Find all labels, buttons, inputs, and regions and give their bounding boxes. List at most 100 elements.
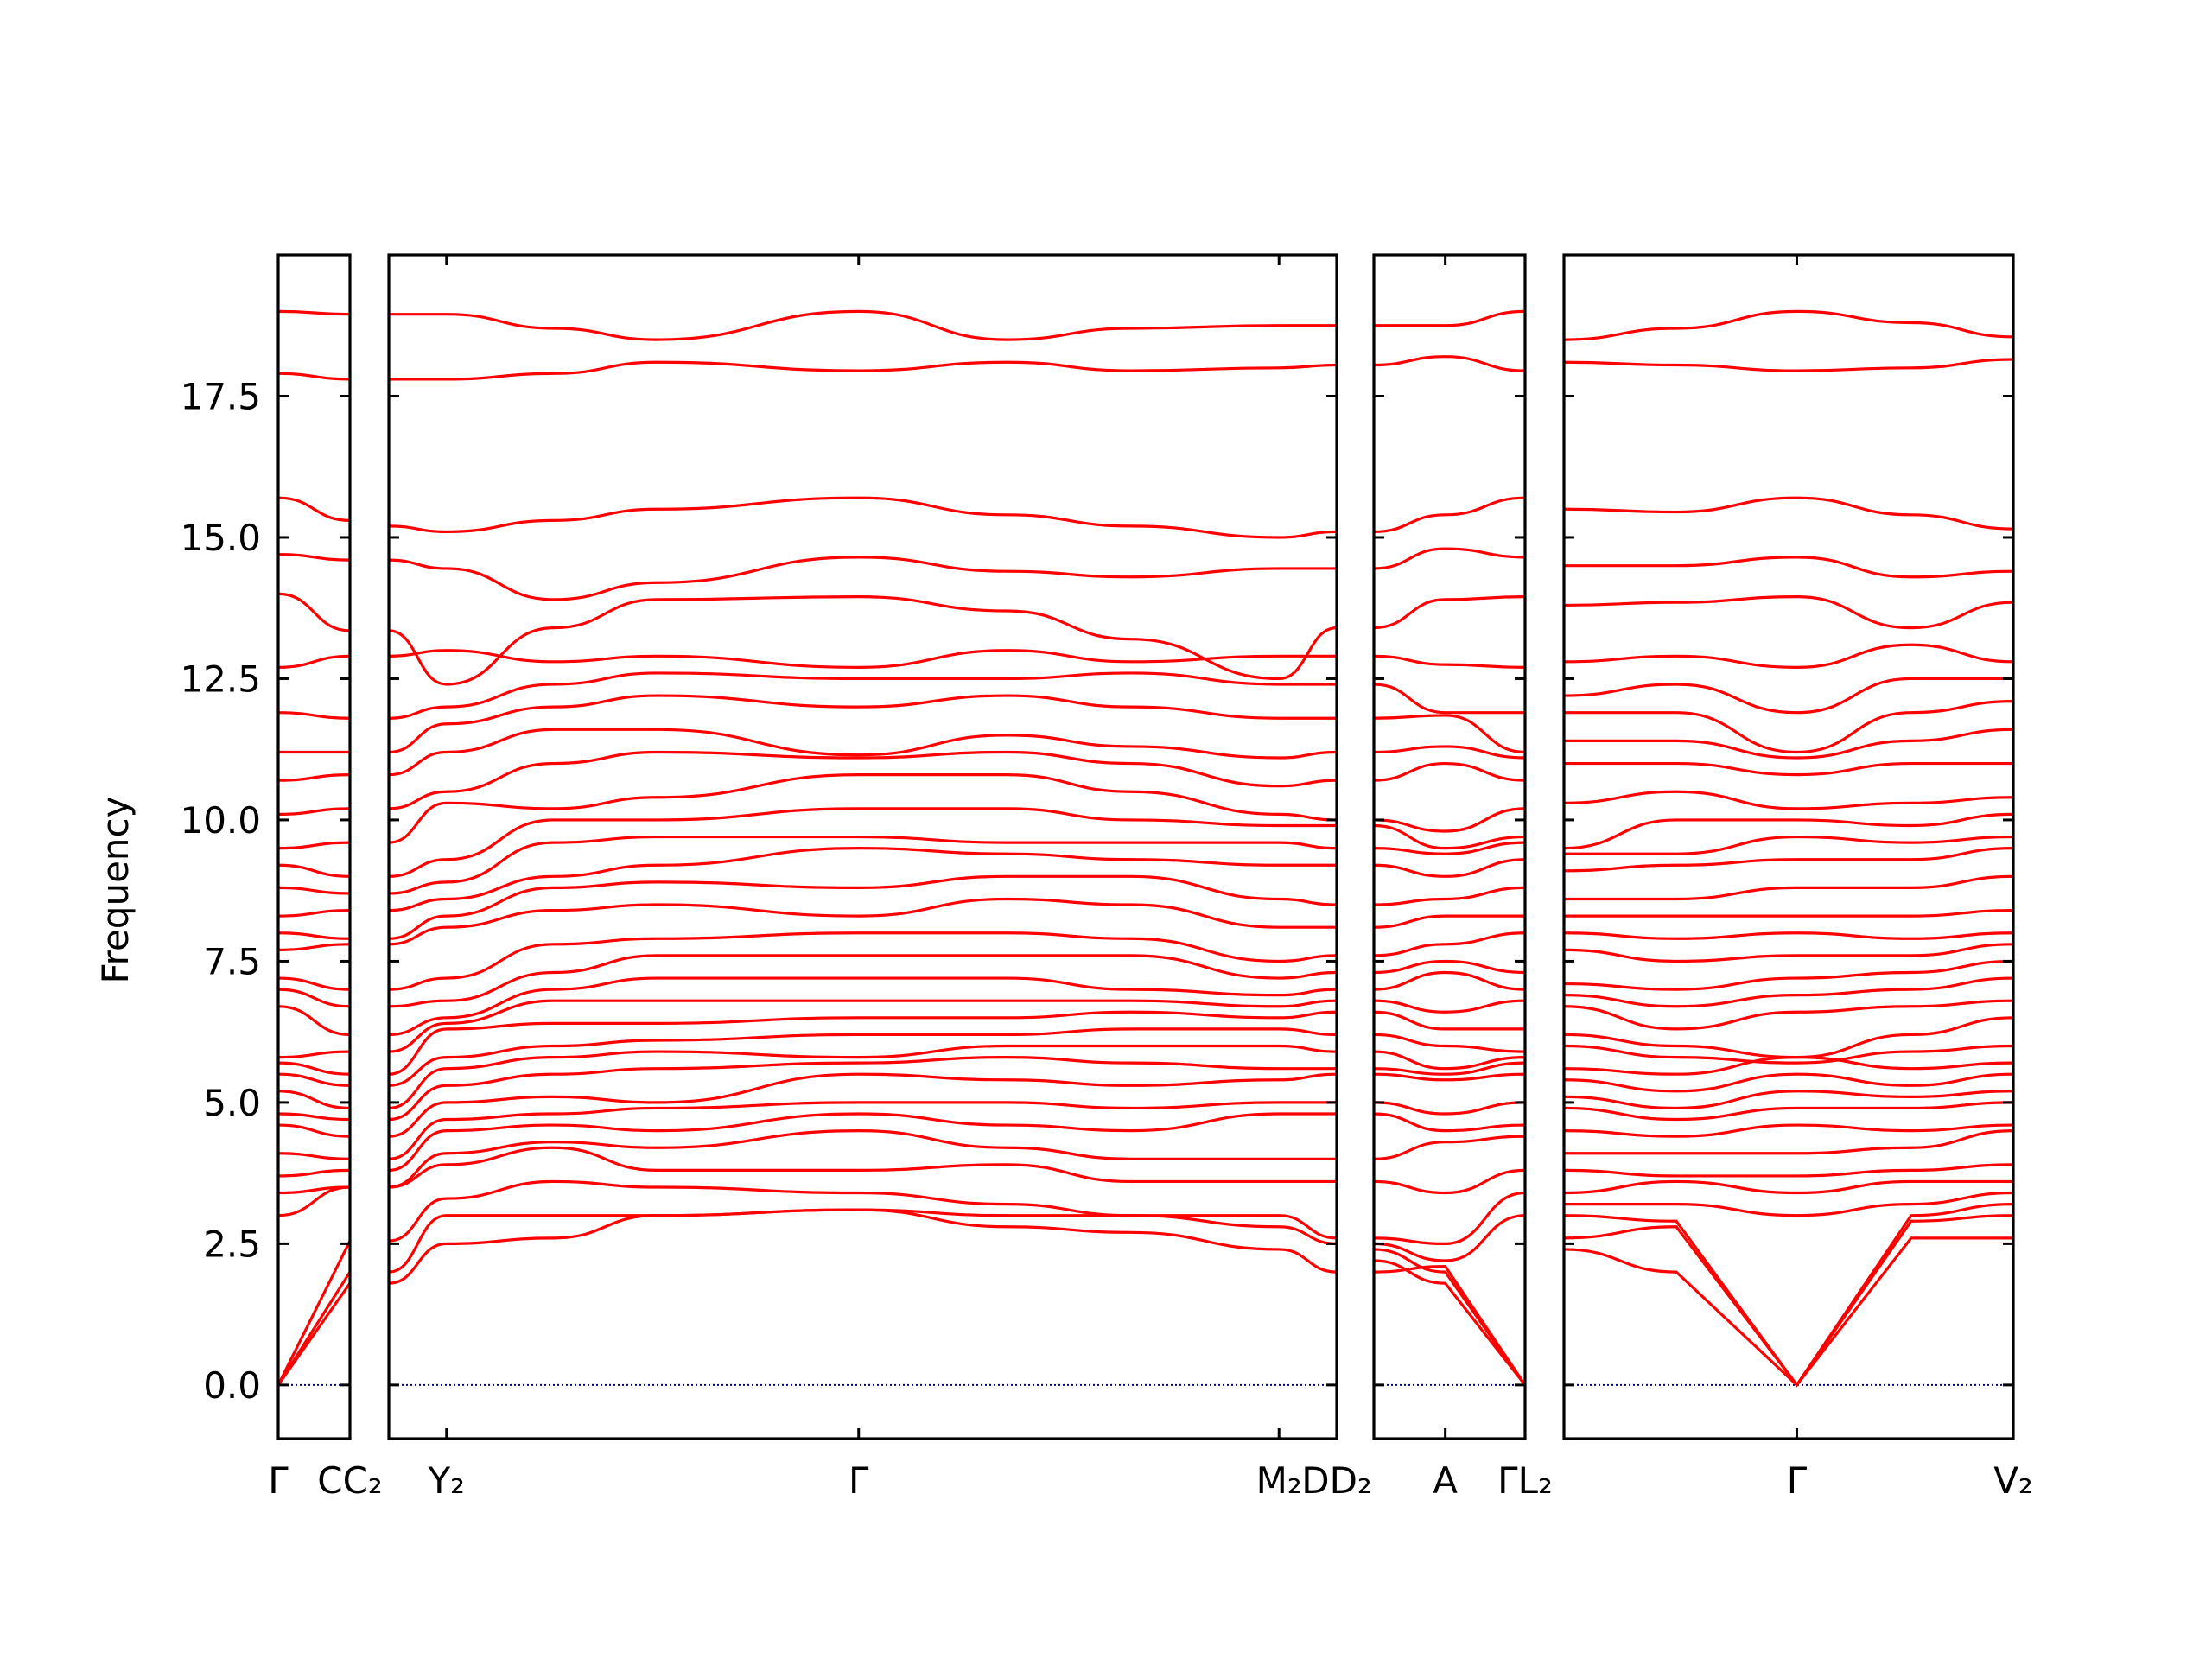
x-path-label: Γ xyxy=(1787,1459,1808,1502)
band-line-4 xyxy=(1564,595,2013,630)
x-path-label: V₂ xyxy=(1993,1459,2033,1502)
band-line-13 xyxy=(1564,847,2013,873)
x-path-label: DD₂ xyxy=(1301,1459,1372,1502)
band-line-27 xyxy=(1374,1135,1525,1160)
band-line-7 xyxy=(1564,700,2013,754)
x-path-label: Γ xyxy=(849,1459,869,1502)
band-line-26 xyxy=(1374,1112,1525,1133)
band-line-16 xyxy=(1374,931,1525,957)
band-line-19 xyxy=(1564,976,2013,1008)
band-line-34 xyxy=(1564,1236,2013,1388)
band-line-30 xyxy=(1564,1179,2013,1195)
band-line-6 xyxy=(1374,683,1525,715)
band-line-20 xyxy=(389,1010,1337,1076)
band-line-25 xyxy=(1374,1101,1525,1116)
band-line-15 xyxy=(1374,914,1525,929)
band-line-31 xyxy=(1564,1191,2013,1217)
band-line-15 xyxy=(278,943,350,951)
band-line-10 xyxy=(278,841,350,850)
band-line-21 xyxy=(389,1027,1337,1087)
chart-panels xyxy=(276,253,2015,1440)
band-line-25 xyxy=(389,1101,1337,1160)
y-tick-label: 7.5 xyxy=(203,940,261,982)
y-tick-label: 0.0 xyxy=(203,1364,261,1407)
band-line-0 xyxy=(1374,309,1525,327)
band-line-19 xyxy=(278,1050,350,1059)
band-line-31 xyxy=(278,1282,350,1386)
band-line-22 xyxy=(389,1044,1337,1110)
band-line-6 xyxy=(389,671,1337,720)
band-line-30 xyxy=(1374,1214,1525,1262)
band-line-10 xyxy=(1374,807,1525,833)
panel-3 xyxy=(1562,253,2015,1440)
band-line-11 xyxy=(278,863,350,878)
x-path-label: Γ xyxy=(268,1459,289,1502)
bands-group xyxy=(389,309,1337,1285)
band-line-30 xyxy=(389,1208,1337,1274)
band-line-0 xyxy=(1564,309,2013,341)
panel-frame xyxy=(387,253,1338,1440)
band-line-7 xyxy=(1374,714,1525,754)
band-line-24 xyxy=(1374,1072,1525,1082)
band-line-1 xyxy=(389,360,1337,381)
panel-0 xyxy=(276,253,352,1440)
x-path-label: ΓL₂ xyxy=(1497,1459,1553,1502)
band-line-14 xyxy=(1564,874,2013,901)
band-line-8 xyxy=(1374,745,1525,760)
band-line-17 xyxy=(1564,943,2013,963)
band-line-10 xyxy=(389,773,1337,844)
band-line-33 xyxy=(1374,1248,1525,1386)
band-line-20 xyxy=(1564,999,2013,1031)
band-line-28 xyxy=(389,1146,1337,1189)
band-line-17 xyxy=(278,988,350,1008)
band-line-17 xyxy=(389,954,1337,1008)
band-line-13 xyxy=(1374,858,1525,878)
band-line-29 xyxy=(1564,1163,2013,1178)
band-line-17 xyxy=(1374,959,1525,975)
panel-frame xyxy=(276,253,352,1440)
band-line-5 xyxy=(1564,643,2013,669)
y-tick-label: 12.5 xyxy=(180,658,261,700)
x-path-label: Y₂ xyxy=(428,1459,466,1502)
band-line-1 xyxy=(278,372,350,381)
x-path-label: A xyxy=(1433,1459,1458,1502)
band-line-3 xyxy=(1374,547,1525,570)
band-line-29 xyxy=(389,1179,1337,1243)
band-line-14 xyxy=(389,874,1337,940)
y-axis-label: Frequency xyxy=(94,797,137,984)
band-line-3 xyxy=(278,552,350,562)
band-line-29 xyxy=(1374,1191,1525,1245)
y-tick-label: 5.0 xyxy=(203,1082,261,1124)
band-line-12 xyxy=(1564,835,2013,855)
band-line-24 xyxy=(278,1123,350,1138)
band-line-2 xyxy=(1564,496,2013,531)
band-line-27 xyxy=(389,1128,1337,1189)
panel-frame xyxy=(1372,253,1527,1440)
band-line-8 xyxy=(1564,728,2013,760)
band-line-16 xyxy=(1564,931,2013,940)
band-line-20 xyxy=(278,1061,350,1076)
band-line-4 xyxy=(278,592,350,632)
band-line-28 xyxy=(1374,1168,1525,1195)
band-line-0 xyxy=(389,309,1337,341)
band-line-24 xyxy=(1564,1072,2013,1093)
bands-group xyxy=(1374,309,1525,1386)
band-line-28 xyxy=(278,1185,350,1217)
panel-2 xyxy=(1372,253,1527,1440)
panel-frame xyxy=(1562,253,2015,1440)
band-line-22 xyxy=(1564,1044,2013,1065)
band-line-18 xyxy=(278,1005,350,1037)
band-line-23 xyxy=(1374,1061,1525,1076)
band-line-26 xyxy=(1564,1101,2013,1122)
band-line-1 xyxy=(1374,355,1525,372)
band-line-12 xyxy=(278,886,350,895)
y-tick-label: 2.5 xyxy=(203,1223,261,1265)
band-line-5 xyxy=(389,649,1337,669)
band-line-28 xyxy=(1564,1129,2013,1155)
band-line-1 xyxy=(1564,358,2013,372)
band-line-4 xyxy=(389,595,1337,686)
band-line-7 xyxy=(389,694,1337,754)
band-line-2 xyxy=(278,496,350,522)
band-line-32 xyxy=(1374,1259,1525,1386)
